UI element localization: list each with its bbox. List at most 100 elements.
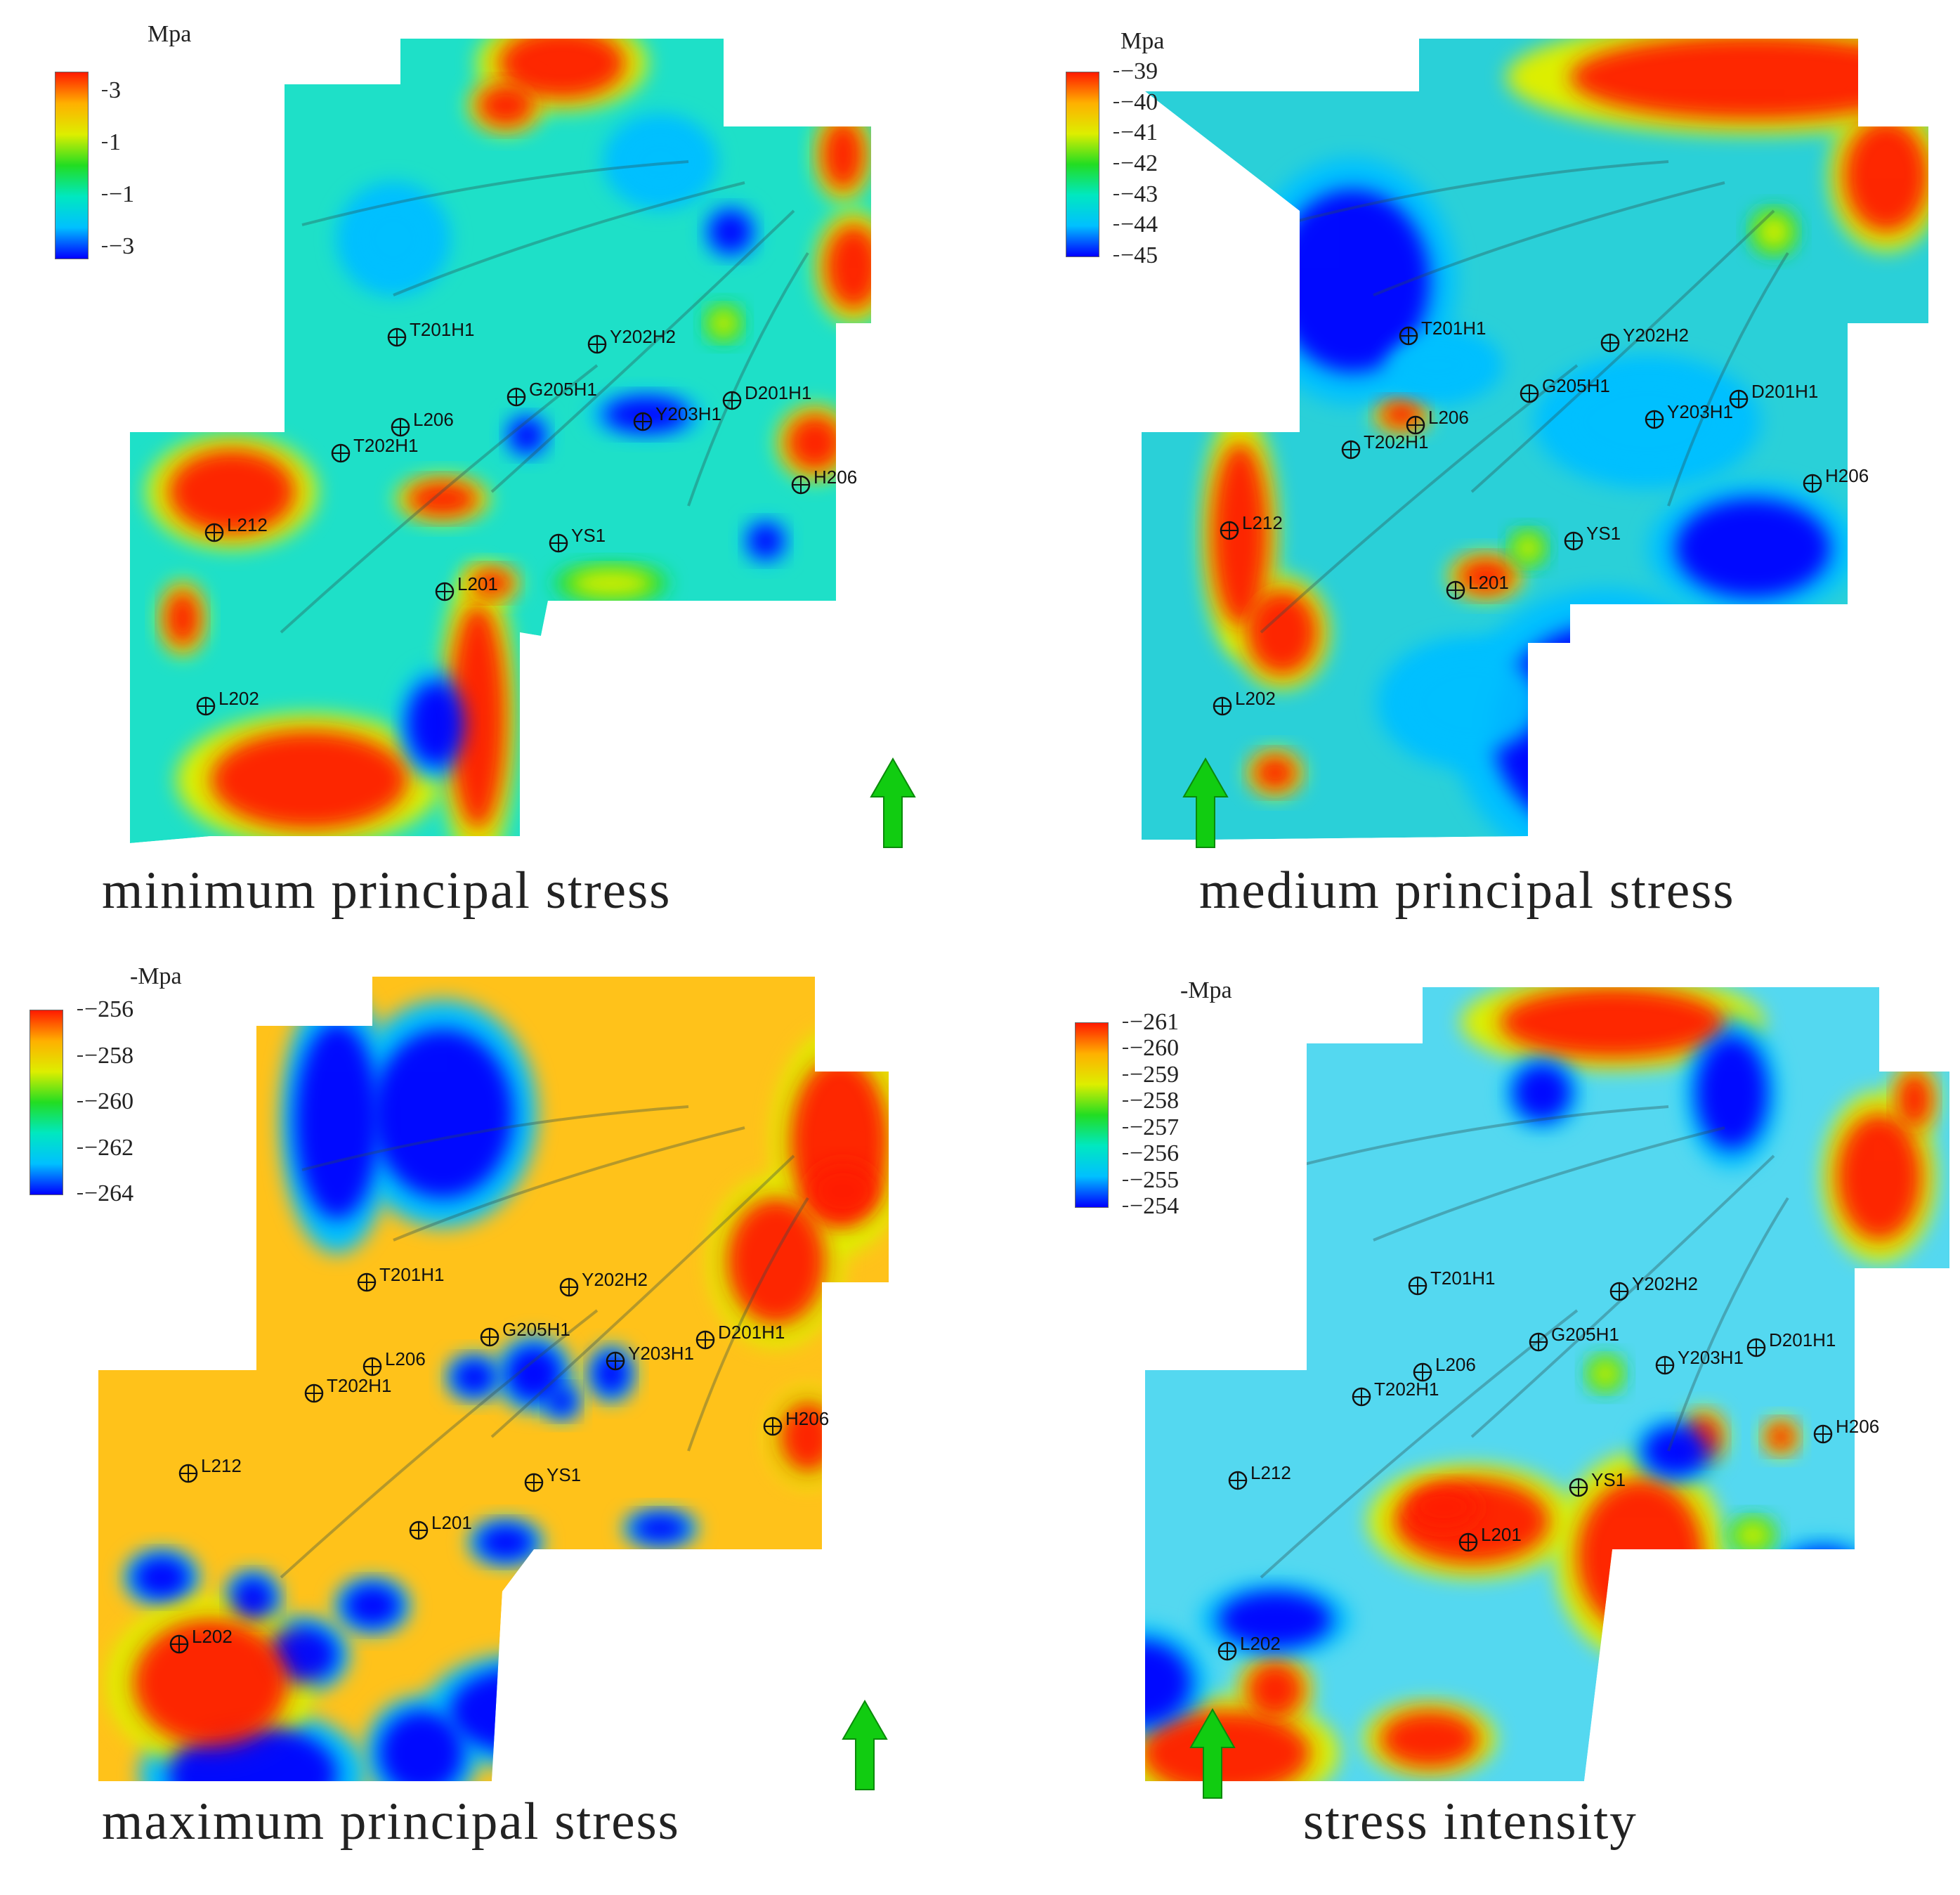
well-label: G205H1 (502, 1319, 570, 1340)
well-label: T201H1 (379, 1264, 445, 1285)
map-region (1145, 987, 1949, 1781)
fault-line (301, 160, 689, 226)
legend-tick-label: −254 (1122, 1193, 1180, 1219)
stress-anomaly (1500, 987, 1725, 1057)
stress-anomaly (808, 1163, 878, 1219)
color-legend-bar (55, 72, 89, 259)
fault-line (393, 1126, 745, 1242)
legend-tick-label: 1 (102, 129, 121, 155)
panel-caption: maximum principal stress (102, 1792, 680, 1851)
fault-line (1667, 1197, 1789, 1452)
well-marker: Y203H1 (606, 1343, 694, 1371)
stress-map: T201H1 Y202H2 G205H1 D201H1 L206 Y203H1 T202H1… (1142, 39, 1928, 840)
legend-tick-label: −260 (77, 1088, 134, 1114)
well-label: L212 (201, 1455, 242, 1476)
well-marker: D201H1 (1746, 1329, 1836, 1357)
stress-anomaly (1644, 1426, 1707, 1476)
stress-anomaly (1514, 1064, 1570, 1121)
stress-anomaly (632, 1514, 688, 1542)
well-marker: YS1 (549, 525, 606, 553)
well-label: L206 (1435, 1354, 1476, 1375)
well-marker: YS1 (524, 1464, 581, 1492)
well-label: D201H1 (1751, 381, 1818, 402)
well-marker: T201H1 (387, 319, 475, 347)
well-marker: Y203H1 (1655, 1347, 1744, 1375)
well-marker: L206 (362, 1348, 426, 1376)
legend-tick-label: −39 (1113, 58, 1158, 84)
fault-line (490, 1154, 795, 1438)
stress-anomaly (1514, 534, 1542, 562)
well-marker: L201 (409, 1512, 472, 1540)
legend-tick-label: −258 (77, 1042, 134, 1069)
well-marker: G205H1 (1529, 1324, 1619, 1352)
fault-line (1667, 252, 1789, 507)
well-label: G205H1 (529, 379, 597, 400)
legend-tick-label: 3 (102, 77, 121, 103)
stress-anomaly (407, 682, 464, 766)
stress-anomaly (133, 1556, 190, 1598)
well-label: G205H1 (1551, 1324, 1619, 1345)
well-label: Y202H2 (610, 326, 676, 347)
well-marker: L206 (1413, 1354, 1476, 1382)
stress-anomaly (727, 1198, 825, 1324)
north-arrow-icon (1189, 1708, 1236, 1799)
legend-unit: -Mpa (1180, 977, 1232, 1003)
stress-anomaly (787, 415, 843, 471)
stress-anomaly (1387, 337, 1486, 393)
stress-anomaly (471, 569, 513, 597)
well-marker: Y202H2 (559, 1269, 648, 1297)
well-label: L206 (385, 1348, 426, 1369)
well-marker: G205H1 (1520, 375, 1610, 403)
stress-anomaly (1675, 499, 1830, 597)
stress-anomaly (165, 590, 200, 646)
legend-tick-label: −264 (77, 1180, 134, 1206)
stress-map: T201H1 Y202H2 G205H1 D201H1 L206 Y203H1 T202H1… (1145, 987, 1949, 1781)
well-marker: L212 (1228, 1462, 1291, 1490)
well-label: T201H1 (1430, 1268, 1496, 1289)
well-marker: T201H1 (1408, 1268, 1496, 1296)
well-marker: YS1 (1569, 1469, 1626, 1497)
panel-caption: medium principal stress (1199, 861, 1735, 920)
stress-anomaly (618, 126, 703, 197)
color-legend-bar (1075, 1022, 1109, 1208)
stress-anomaly (1837, 1114, 1921, 1240)
well-marker: Y202H2 (1609, 1273, 1698, 1301)
stress-anomaly (506, 1346, 562, 1402)
stress-anomaly (1212, 443, 1268, 625)
stress-anomaly (1247, 1662, 1303, 1718)
well-label: YS1 (571, 525, 606, 546)
stress-anomaly (499, 39, 625, 98)
color-legend-bar (1066, 72, 1099, 257)
legend-tick-label: −256 (1122, 1140, 1180, 1167)
well-marker: T202H1 (304, 1375, 392, 1403)
stress-anomaly (169, 1725, 337, 1781)
legend-tick-label: −44 (1113, 211, 1158, 238)
well-label: Y203H1 (655, 403, 721, 424)
well-marker: T201H1 (1399, 318, 1487, 346)
stress-anomaly (1458, 559, 1514, 594)
fault-line (1373, 1126, 1725, 1242)
well-label: T202H1 (327, 1375, 392, 1396)
panel-caption: minimum principal stress (102, 861, 672, 920)
well-label: L202 (192, 1626, 233, 1647)
well-marker: H206 (1813, 1416, 1879, 1444)
well-label: L202 (1240, 1633, 1281, 1654)
stress-anomaly (1756, 214, 1791, 249)
well-marker: L212 (204, 514, 268, 542)
legend-tick-label: −257 (1122, 1114, 1180, 1140)
stress-anomaly (478, 84, 534, 126)
well-label: H206 (785, 1408, 829, 1429)
well-label: T201H1 (410, 319, 475, 340)
well-label: T202H1 (1364, 431, 1429, 452)
well-label: YS1 (547, 1464, 581, 1485)
legend-tick-label: −261 (1122, 1009, 1180, 1035)
stress-anomaly (710, 309, 738, 337)
stress-anomaly (1380, 1711, 1479, 1767)
legend-tick-label: −260 (1122, 1035, 1180, 1062)
well-marker: T201H1 (357, 1264, 445, 1292)
well-label: D201H1 (745, 382, 811, 403)
stress-anomaly (1781, 1549, 1865, 1606)
north-arrow-shape (870, 757, 916, 848)
well-marker: D201H1 (1729, 381, 1818, 409)
well-marker: L212 (1220, 512, 1283, 540)
